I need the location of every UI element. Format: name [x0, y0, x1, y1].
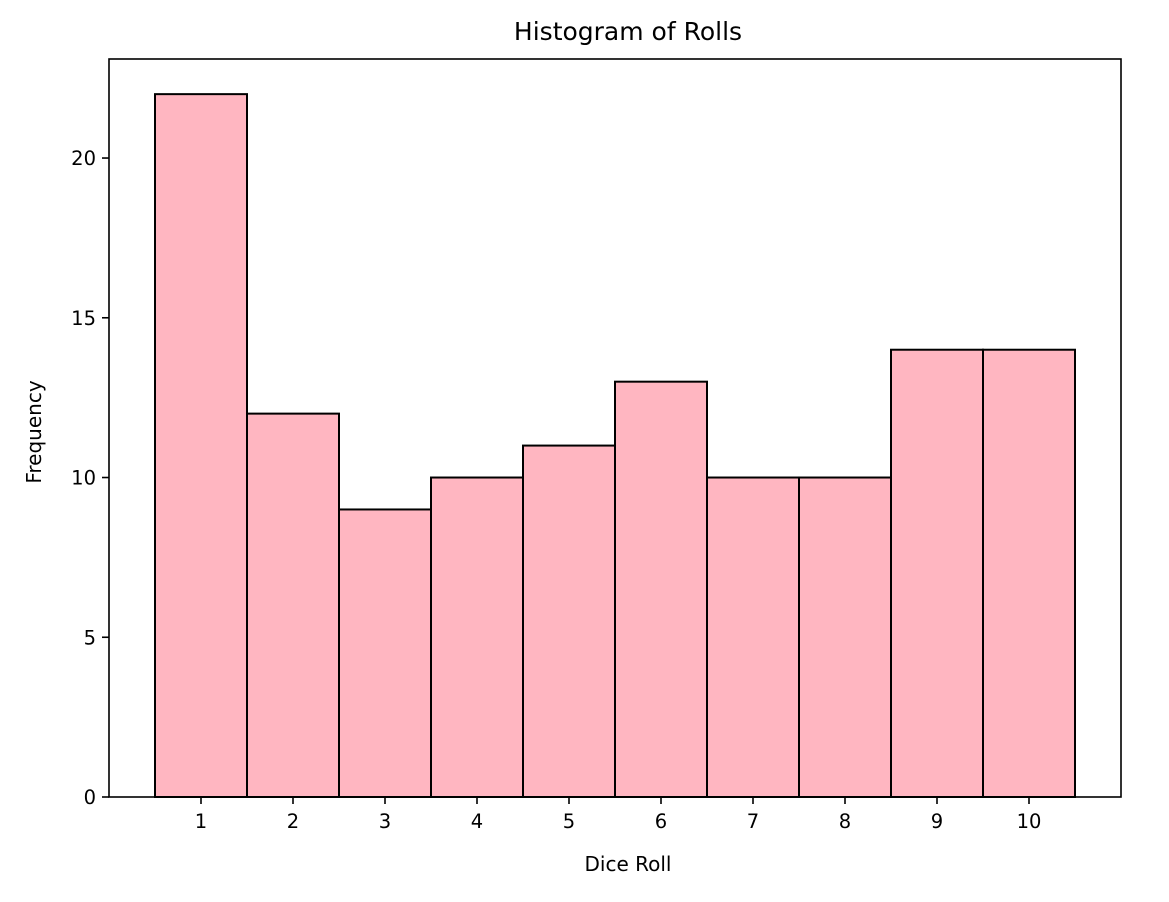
x-tick-label: 6: [655, 810, 667, 833]
x-axis-label: Dice Roll: [585, 852, 672, 876]
bars-group: [154, 93, 1076, 798]
y-tick-label: 0: [84, 786, 96, 809]
x-tick-label: 9: [931, 810, 943, 833]
x-tick-label: 7: [747, 810, 759, 833]
x-tick-label: 10: [1017, 810, 1042, 833]
histogram-bar: [338, 508, 432, 798]
y-axis-label: Frequency: [22, 380, 46, 483]
histogram-bar: [154, 93, 248, 798]
y-tick-label: 5: [84, 626, 96, 649]
x-axis-ticks: 1 2 3 4 5 6 7 8 9 10: [195, 797, 1042, 833]
histogram-bar: [798, 476, 892, 798]
histogram-bar: [706, 476, 800, 798]
histogram-bar: [614, 380, 708, 798]
histogram-bar: [522, 444, 616, 798]
y-tick-label: 15: [71, 307, 96, 330]
y-axis-ticks: 0 5 10 15 20: [71, 147, 109, 809]
plot-frame: [108, 58, 1122, 798]
histogram-bar: [246, 412, 340, 798]
y-tick-label: 20: [71, 147, 96, 170]
x-tick-label: 8: [839, 810, 851, 833]
histogram-bar: [890, 348, 984, 798]
y-tick-label: 10: [71, 467, 96, 490]
x-tick-label: 3: [379, 810, 391, 833]
chart-title: Histogram of Rolls: [514, 17, 742, 46]
x-tick-label: 4: [471, 810, 483, 833]
histogram-bar: [430, 476, 524, 798]
x-tick-label: 2: [287, 810, 299, 833]
histogram-bar: [982, 348, 1076, 798]
x-tick-label: 5: [563, 810, 575, 833]
x-tick-label: 1: [195, 810, 207, 833]
